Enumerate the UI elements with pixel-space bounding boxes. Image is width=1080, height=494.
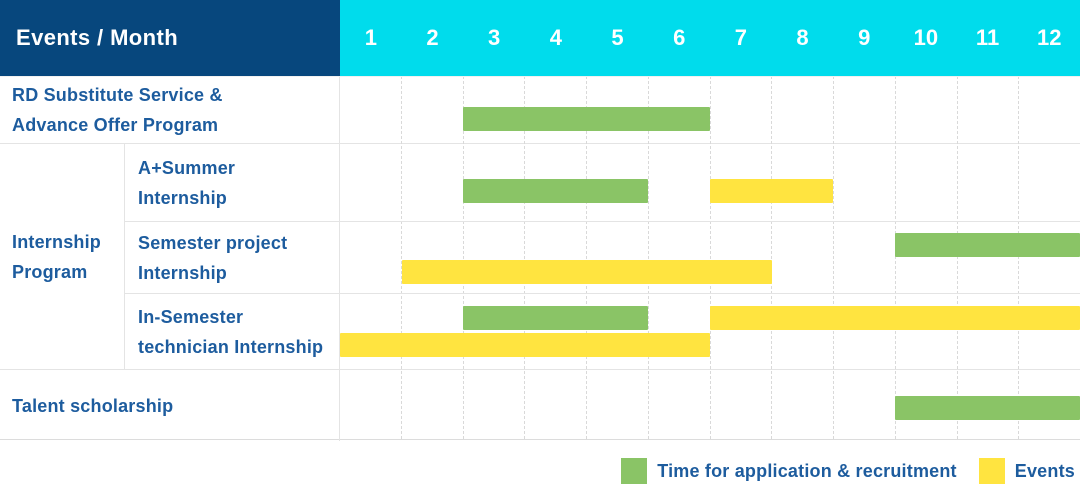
month-grid-column [833,76,895,439]
gantt-bar-application [895,396,1080,420]
month-label: 6 [673,25,686,50]
gantt-bar-event [401,260,772,284]
gantt-bar-lane [340,107,1080,131]
group-subrows: A+Summer Internship Semester project Int… [125,144,1080,369]
month-label: 8 [796,25,809,50]
group-label-line: Program [12,261,88,282]
row-label-line: Advance Offer Program [12,115,219,135]
month-grid-column [771,76,833,439]
gantt-bars-area [340,144,1080,221]
table-header-row: Events / Month 1 2 3 4 5 6 7 8 9 10 11 12 [0,0,1080,76]
gantt-bar-lane [340,260,1080,284]
month-label: 12 [1036,25,1062,50]
month-label: 1 [364,25,377,50]
page-title: Events / Month [16,25,179,50]
month-grid-overlay [340,76,1080,439]
month-grid-column [894,76,957,439]
legend-label: Time for application & recruitment [657,460,957,481]
table-body: RD Substitute Service & Advance Offer Pr… [0,76,1080,441]
legend-label: Events [1014,460,1075,481]
row-label-line: Internship [138,187,228,208]
table-row-rd-substitute: RD Substitute Service & Advance Offer Pr… [0,76,1080,143]
gantt-bars-area [340,77,1080,143]
row-label-line: In-Semester [138,306,244,327]
month-grid-column [1018,76,1080,439]
gantt-bars-area [340,222,1080,293]
gantt-bar-event [710,306,1080,330]
internship-program-group: Internship Program A+Summer Internship S… [0,143,1080,369]
gantt-bar-lane [340,179,1080,203]
gantt-bar-application [463,107,710,131]
row-label: A+Summer Internship [125,144,340,221]
table-row-a-plus-summer: A+Summer Internship [125,144,1080,221]
month-label: 2 [426,25,439,50]
month-grid-column [709,76,772,439]
month-label: 10 [913,25,939,50]
gantt-bar-lane [340,233,1080,257]
table-row-semester-project: Semester project Internship [125,221,1080,293]
row-label: In-Semester technician Internship [125,294,340,369]
month-grid-column [462,76,525,439]
table-row-talent-scholarship: Talent scholarship [0,369,1080,441]
gantt-bars-area [340,294,1080,369]
gantt-bar-application [463,306,649,330]
gantt-bar-event [710,179,834,203]
row-label-line: RD Substitute Service & [12,85,223,105]
group-label-line: Internship [12,231,102,252]
month-grid-column [586,76,648,439]
month-grid-column [956,76,1019,439]
application-color-swatch-icon [621,458,648,484]
row-label-line: Talent scholarship [12,395,174,416]
month-label: 4 [549,25,562,50]
month-grid-column [400,76,463,439]
row-label: RD Substitute Service & Advance Offer Pr… [0,77,340,143]
row-label: Talent scholarship [0,370,340,441]
month-grid-column [524,76,586,439]
row-label-line: A+Summer [138,157,236,178]
row-label-line: Internship [138,262,228,283]
gantt-bar-lane [340,306,1080,330]
gantt-bar-event [340,333,710,357]
gantt-bar-application [895,233,1080,257]
row-label-line: technician Internship [138,336,324,357]
gantt-bar-lane [340,396,1080,420]
month-label: 7 [734,25,747,50]
row-label-line: Semester project [138,232,288,253]
month-header-row: 1 2 3 4 5 6 7 8 9 10 11 12 [340,0,1080,76]
month-label: 5 [611,25,624,50]
legend-item-application: Time for application & recruitment [621,458,957,484]
legend-item-events: Events [978,458,1075,484]
gantt-bars-area [340,370,1080,441]
event-color-swatch-icon [978,458,1005,484]
month-grid-column [647,76,710,439]
legend: Time for application & recruitment Event… [0,440,1080,494]
gantt-bar-application [463,179,649,203]
month-label: 9 [858,25,871,50]
table-row-in-semester-technician: In-Semester technician Internship [125,293,1080,369]
gantt-bar-lane [340,333,1080,357]
group-label: Internship Program [0,144,125,369]
month-label: 11 [975,25,1000,50]
header-title-cell: Events / Month [0,0,340,76]
row-label: Semester project Internship [125,222,340,293]
month-label: 3 [488,25,501,50]
